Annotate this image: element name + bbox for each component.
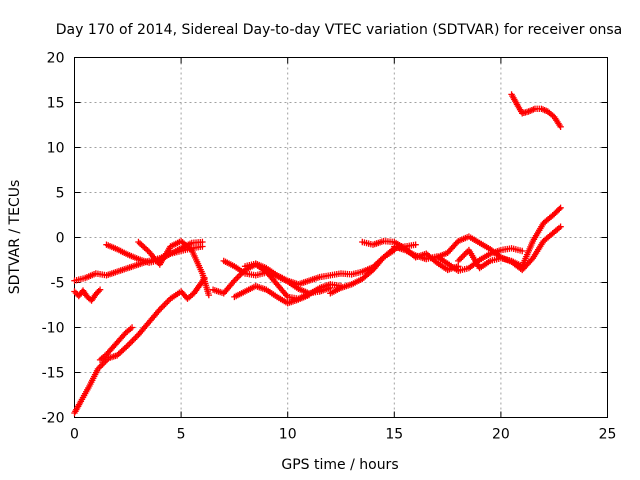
data-point: [557, 204, 564, 211]
data-point: [327, 284, 334, 292]
data-point: [126, 340, 133, 348]
x-tick-label: 25: [599, 427, 617, 443]
grid: [74, 57, 608, 418]
y-tick-label: 10: [47, 141, 65, 157]
data-point: [305, 291, 313, 299]
series-sat-i: [231, 282, 313, 307]
y-axis-label: SDTVAR / TECUs: [7, 180, 23, 295]
data-point: [205, 291, 213, 299]
y-tick-label: 15: [47, 96, 65, 112]
y-tick-label: -10: [42, 321, 65, 337]
series-sat-c: [71, 286, 104, 304]
y-tick-label: -20: [42, 411, 65, 427]
series-sat-d: [71, 243, 206, 284]
y-tick-label: 0: [56, 231, 65, 247]
x-tick-label: 15: [385, 427, 403, 443]
data-point: [556, 205, 563, 213]
data-point: [459, 253, 467, 260]
data-point: [412, 241, 419, 248]
data-point: [128, 324, 136, 331]
data-point: [234, 274, 241, 281]
data-point: [519, 247, 526, 255]
x-axis-label: GPS time / hours: [281, 457, 398, 473]
data-point: [96, 286, 104, 293]
x-tick-label: 5: [177, 427, 186, 443]
data-point: [129, 337, 136, 345]
data-point: [458, 254, 465, 262]
data-point: [455, 257, 462, 265]
data-point: [199, 238, 206, 246]
series-sat-f: [135, 237, 213, 299]
data-point: [461, 251, 468, 258]
data-point: [162, 300, 170, 307]
data-point: [97, 362, 105, 370]
data-point: [557, 123, 564, 130]
data-point: [159, 303, 167, 310]
x-tick-label: 10: [279, 427, 297, 443]
axis-ticks: 0 5 10 15 20 25 -20 -15 -10 -5 0 5 10 15 20: [42, 51, 617, 443]
data-point: [130, 336, 138, 343]
series-sat-o: [455, 204, 564, 272]
series-sat-b: [96, 324, 136, 364]
data-point: [121, 331, 128, 338]
y-tick-label: 5: [56, 186, 65, 202]
data-point: [161, 301, 168, 309]
y-tick-label: 20: [47, 51, 65, 67]
series-sat-p: [508, 91, 564, 130]
x-tick-label: 20: [492, 427, 510, 443]
chart-title: Day 170 of 2014, Sidereal Day-to-day VTE…: [56, 22, 623, 38]
data-point: [557, 223, 564, 230]
x-tick-label: 0: [70, 427, 79, 443]
data-point: [164, 298, 171, 305]
y-tick-label: -5: [51, 276, 65, 292]
y-tick-label: -15: [42, 366, 65, 382]
data-point: [132, 334, 139, 341]
data-points: [71, 91, 564, 417]
data-point: [456, 256, 463, 263]
data-point: [127, 339, 135, 346]
